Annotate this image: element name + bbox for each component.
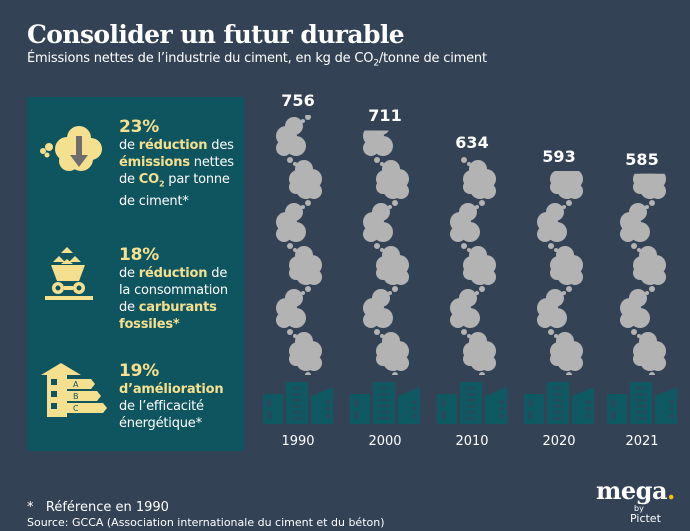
logo-brand: Pictet [630,512,661,525]
stat-description: de réduction des émissions nettes de CO2… [119,137,241,210]
mega-pictet-logo: mega. by Pictet [596,476,675,525]
smoke-bar-2010 [450,157,496,375]
smoke-bar-2020 [537,171,583,376]
highlight-text: émissions [119,155,190,170]
highlight-text: d’amélioration [119,382,224,397]
logo-by: by [634,504,644,513]
smoke-bar-2000 [363,130,409,375]
stat-percent: 23% [119,117,160,137]
value-label: 585 [625,149,659,169]
chart-plot [263,115,677,424]
factory-icon [350,382,420,424]
footnote-marker: * [27,500,34,515]
category-label: 1990 [281,434,315,449]
mine-cart-icon [45,247,93,300]
subtitle-text: Émissions nettes de l’industrie du cimen… [27,51,374,66]
stat-percent: 18% [119,245,160,265]
value-label: 756 [281,91,315,110]
smoke-bar-1990 [276,115,322,375]
description-text: de l’efficacité énergétique* [119,399,204,431]
value-label: 593 [542,147,576,167]
highlight-text: carburants fossiles* [119,300,217,332]
chart-subtitle: Émissions nettes de l’industrie du cimen… [27,51,487,69]
emissions-chart: 756 1990 711 2000 634 2010 593 2020 585 2021 [250,90,690,460]
category-label: 2000 [368,434,402,449]
footnote-text: Référence en 1990 [45,500,169,515]
factory-icon [437,382,507,424]
factory-icon [263,382,333,424]
category-label: 2020 [542,434,576,449]
factory-icon [607,382,677,424]
cloud-down-arrow-icon [40,126,102,171]
value-label: 711 [368,106,402,126]
chart-title: Consolider un futur durable [27,20,405,49]
description-text: par tonne de ciment* [119,172,230,209]
subtitle-subscript: 2 [373,58,379,69]
category-label: 2010 [455,434,489,449]
stat-percent: 19% [119,361,160,381]
rating-letter-a: A [73,380,79,389]
value-label: 634 [455,132,489,152]
category-label: 2021 [625,434,659,449]
description-text: des [207,138,234,153]
logo-dot: . [667,476,675,505]
source-note: Source: GCCA (Association internationale… [27,516,385,529]
description-text: de la consommation de [119,266,228,315]
highlight-text: réduction [138,138,208,153]
highlight-text: réduction [138,266,208,281]
logo-wordmark: mega [596,476,668,505]
rating-letter-b: B [73,392,79,401]
key-stats-panel: 23% de réduction des émissions nettes de… [27,97,244,451]
stat-fuel-text: 18% de réduction de la consommation de c… [119,245,241,333]
subscript: 2 [159,179,165,189]
stat-description: de réduction de la consommation de carbu… [119,265,241,333]
factory-icon [524,382,594,424]
stat-efficiency-text: 19% d’amélioration de l’efficacité énerg… [119,361,241,432]
description-text: de [119,138,139,153]
footnote: * Référence en 1990 [27,500,169,515]
description-text: nettes de [119,155,234,187]
subtitle-unit: /tonne de ciment [378,51,487,66]
smoke-bar-2021 [620,173,666,375]
energy-rating-house-icon: A B C [41,363,107,417]
description-text: de [119,266,139,281]
rating-letter-c: C [73,404,79,413]
stat-emissions-text: 23% de réduction des émissions nettes de… [119,117,241,210]
highlight-text: CO2 [138,172,165,189]
stat-description: d’amélioration de l’efficacité énergétiq… [119,381,241,432]
